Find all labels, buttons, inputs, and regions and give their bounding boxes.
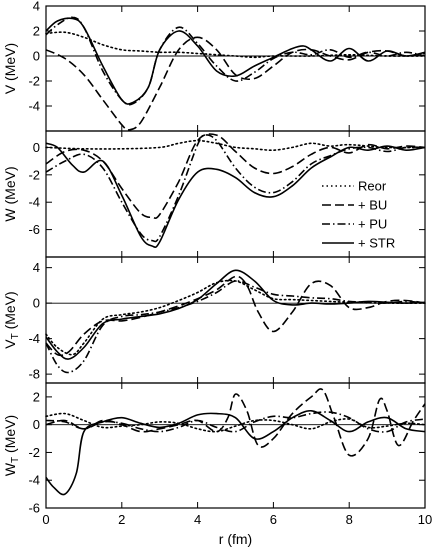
series-bu-line-V [45, 36, 426, 131]
y-tick-label-V: 0 [33, 49, 40, 64]
legend-label-reor: Reor [358, 179, 387, 194]
x-tick-label: 0 [42, 512, 49, 527]
x-axis-label: r (fm) [219, 531, 252, 547]
y-tick-label-WT: -6 [28, 501, 40, 516]
panel-VT: 4 0 -4 -8 VT (MeV) [2, 256, 426, 384]
y-tick-label-W: -6 [28, 222, 40, 237]
panel-frame-V [45, 5, 426, 132]
series-reor-line-WT [45, 412, 426, 433]
legend-label-pu: + PU [358, 217, 387, 232]
y-axis-label-VT: VT (MeV) [2, 291, 21, 348]
y-tick-label-WT: 0 [33, 417, 40, 432]
panel-frame-WT [45, 382, 426, 509]
y-tick-label-WT: -2 [28, 445, 40, 460]
series-bu-line-WT [45, 388, 426, 457]
x-tick-label: 2 [118, 512, 125, 527]
series-str-line-VT [45, 269, 426, 360]
series-reor-line-V [45, 31, 426, 59]
y-tick-label-V: -4 [28, 99, 40, 114]
y-tick-label-V: 4 [33, 0, 40, 14]
series-str-line-W [45, 142, 426, 249]
series-reor-line-W [45, 139, 426, 152]
y-tick-label-VT: 0 [33, 296, 40, 311]
y-tick-label-VT: 4 [33, 260, 40, 275]
y-axis-label-WT: WT (MeV) [2, 415, 21, 476]
y-tick-label-VT: -4 [28, 331, 40, 346]
y-tick-label-VT: -8 [28, 367, 40, 382]
legend-label-bu: + BU [358, 198, 387, 213]
series-pu-line-VT [45, 280, 426, 374]
x-tick-label: 8 [346, 512, 353, 527]
y-tick-label-WT: 2 [33, 389, 40, 404]
panel-V: 4 2 0 -2 -4 V (MeV) [2, 0, 426, 132]
x-tick-label: 4 [194, 512, 201, 527]
y-tick-label-W: -4 [28, 195, 40, 210]
y-tick-label-V: -2 [28, 74, 40, 89]
legend-label-str: + STR [358, 236, 395, 251]
y-axis-label-V: V (MeV) [2, 43, 18, 94]
y-tick-label-W: 0 [33, 140, 40, 155]
y-axis-label-W: W (MeV) [2, 166, 18, 221]
series-str-line-V [45, 17, 426, 105]
panel-W: 0 -2 -4 -6 W (MeV) [2, 130, 426, 258]
y-tick-label-W: -2 [28, 167, 40, 182]
x-tick-label: 10 [418, 512, 432, 527]
y-tick-label-WT: -4 [28, 473, 40, 488]
chart-legend: Reor + BU + PU + STR [322, 179, 395, 251]
panel-WT: 2 0 -2 -4 -6 WT (MeV) 0 2 4 6 8 10 r (fm) [2, 382, 432, 547]
y-tick-label-V: 2 [33, 24, 40, 39]
x-tick-label: 6 [270, 512, 277, 527]
series-reor-line-VT [45, 279, 426, 356]
series-str-line-WT [45, 409, 426, 496]
series-bu-line-VT [45, 275, 426, 357]
series-pu-line-WT [45, 411, 426, 433]
series-pu-line-V [45, 16, 426, 106]
